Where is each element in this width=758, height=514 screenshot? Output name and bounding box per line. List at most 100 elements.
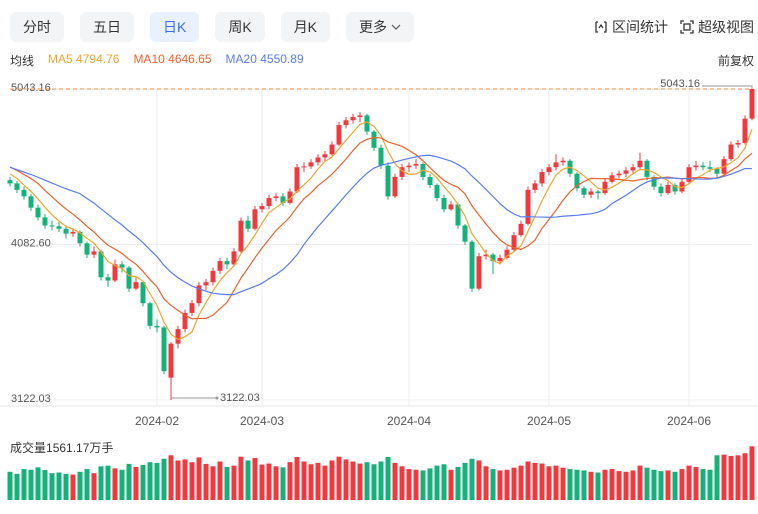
- candle-body: [616, 173, 622, 176]
- volume-bar: [497, 470, 503, 500]
- candle-body: [595, 191, 601, 194]
- volume-bar: [63, 473, 69, 500]
- candle-body: [518, 223, 524, 236]
- candle-body: [749, 89, 755, 119]
- volume-bar: [259, 464, 265, 500]
- volume-bar: [84, 469, 90, 500]
- volume-bar: [574, 469, 580, 500]
- tab[interactable]: 更多: [346, 12, 415, 42]
- candle-body: [630, 167, 636, 171]
- candle-body: [525, 189, 531, 224]
- volume-bar: [112, 468, 118, 500]
- tab[interactable]: 五日: [80, 12, 134, 42]
- candle-body: [98, 251, 104, 278]
- volume-bar: [679, 469, 685, 500]
- volume-bar: [14, 473, 20, 500]
- volume-bar: [700, 469, 706, 500]
- candle-body: [42, 217, 48, 226]
- legend-name: MA10: [133, 52, 165, 66]
- volume-bar: [623, 471, 629, 500]
- candle-body: [329, 144, 335, 155]
- ma-label: 均线: [10, 54, 35, 68]
- range-icon: [595, 21, 607, 33]
- volume-bar: [686, 465, 692, 500]
- candle-body: [91, 251, 97, 255]
- volume-bar: [434, 465, 440, 500]
- tab[interactable]: 周K: [215, 12, 265, 42]
- candle-body: [273, 196, 279, 198]
- candle-body: [385, 165, 391, 197]
- volume-bar: [266, 463, 272, 500]
- candle-body: [588, 191, 594, 195]
- volume-bar: [56, 472, 62, 500]
- candle-body: [539, 172, 545, 184]
- volume-bar: [553, 465, 559, 500]
- volume-bar: [693, 467, 699, 500]
- ma-legend: 均线 MA5 4794.76 MA10 4646.65 MA20 4550.89: [10, 52, 304, 69]
- volume-bar: [714, 455, 720, 500]
- tab[interactable]: 日K: [150, 12, 200, 42]
- legend-entry: MA20 4550.89: [226, 52, 304, 69]
- candle-body: [574, 173, 580, 189]
- min-label: 3122.03: [220, 392, 260, 404]
- candle-body: [21, 189, 27, 197]
- candle-body: [217, 261, 223, 271]
- volume-bar: [525, 461, 531, 500]
- tab[interactable]: 月K: [280, 12, 331, 42]
- candle-body: [427, 176, 433, 186]
- x-tick-label: 2024-06: [667, 414, 711, 428]
- candle-body: [203, 282, 209, 286]
- candle-body: [77, 231, 83, 244]
- candle-body: [693, 165, 699, 168]
- volume-bar: [651, 469, 657, 500]
- super-view[interactable]: 超级视图: [680, 17, 754, 37]
- volume-bar: [231, 465, 237, 500]
- volume-bar: [665, 470, 671, 500]
- adjust-mode[interactable]: 前复权: [717, 54, 754, 68]
- candle-body: [140, 282, 146, 304]
- volume-bar: [49, 473, 55, 500]
- legend-value: 4646.65: [168, 52, 212, 66]
- volume-bar: [329, 460, 335, 500]
- volume-bar: [413, 469, 419, 500]
- candle-body: [560, 160, 566, 163]
- candle-body: [742, 118, 748, 143]
- candle-body: [322, 154, 328, 158]
- volume-bar: [217, 461, 223, 500]
- candle-body: [469, 241, 475, 289]
- legend-entry: MA10 4646.65: [133, 52, 211, 69]
- volume-bar: [238, 456, 244, 500]
- view-icon: [680, 20, 694, 34]
- volume-bar: [105, 465, 111, 500]
- volume-bar: [455, 467, 461, 500]
- candle-body: [700, 165, 706, 168]
- volume-bar: [742, 453, 748, 500]
- volume-bar: [728, 456, 734, 500]
- candle-body: [133, 282, 139, 289]
- candle-body: [231, 251, 237, 265]
- volume-bar: [609, 469, 615, 500]
- candle-body: [406, 165, 412, 168]
- candle-body: [49, 225, 55, 227]
- tab-label: 五日: [93, 19, 121, 35]
- volume-bar: [658, 471, 664, 500]
- candle-body: [287, 191, 293, 203]
- candle-body: [378, 147, 384, 166]
- volume-bar: [406, 469, 412, 500]
- volume-bar: [371, 464, 377, 500]
- range-stats[interactable]: 区间统计: [594, 17, 668, 37]
- tab-label: 日K: [163, 19, 187, 35]
- volume-bar: [504, 469, 510, 500]
- candle-body: [126, 267, 132, 289]
- volume-bar: [483, 466, 489, 500]
- candle-body: [182, 312, 188, 330]
- volume-bar: [182, 459, 188, 500]
- candle-body: [112, 264, 118, 281]
- tab[interactable]: 分时: [10, 12, 64, 42]
- legend-value: 4550.89: [260, 52, 304, 66]
- candle-body: [714, 168, 720, 174]
- volume-bar: [315, 462, 321, 500]
- x-tick-label: 2024-03: [240, 414, 284, 428]
